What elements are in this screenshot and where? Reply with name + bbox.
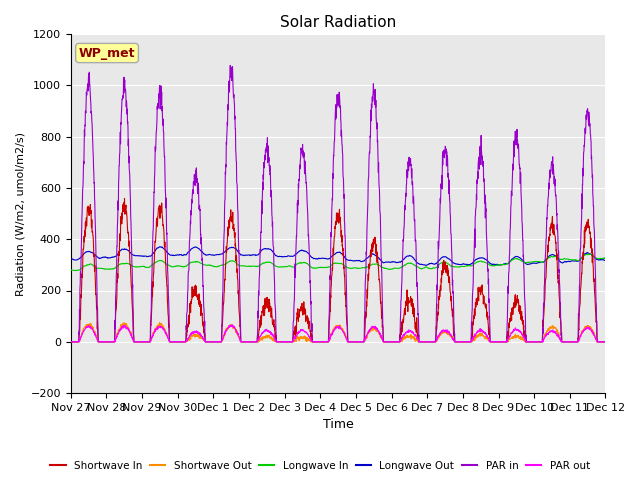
Title: Solar Radiation: Solar Radiation (280, 15, 396, 30)
Text: WP_met: WP_met (79, 47, 135, 60)
X-axis label: Time: Time (323, 419, 353, 432)
Legend: Shortwave In, Shortwave Out, Longwave In, Longwave Out, PAR in, PAR out: Shortwave In, Shortwave Out, Longwave In… (46, 456, 594, 475)
Y-axis label: Radiation (W/m2, umol/m2/s): Radiation (W/m2, umol/m2/s) (15, 132, 25, 296)
